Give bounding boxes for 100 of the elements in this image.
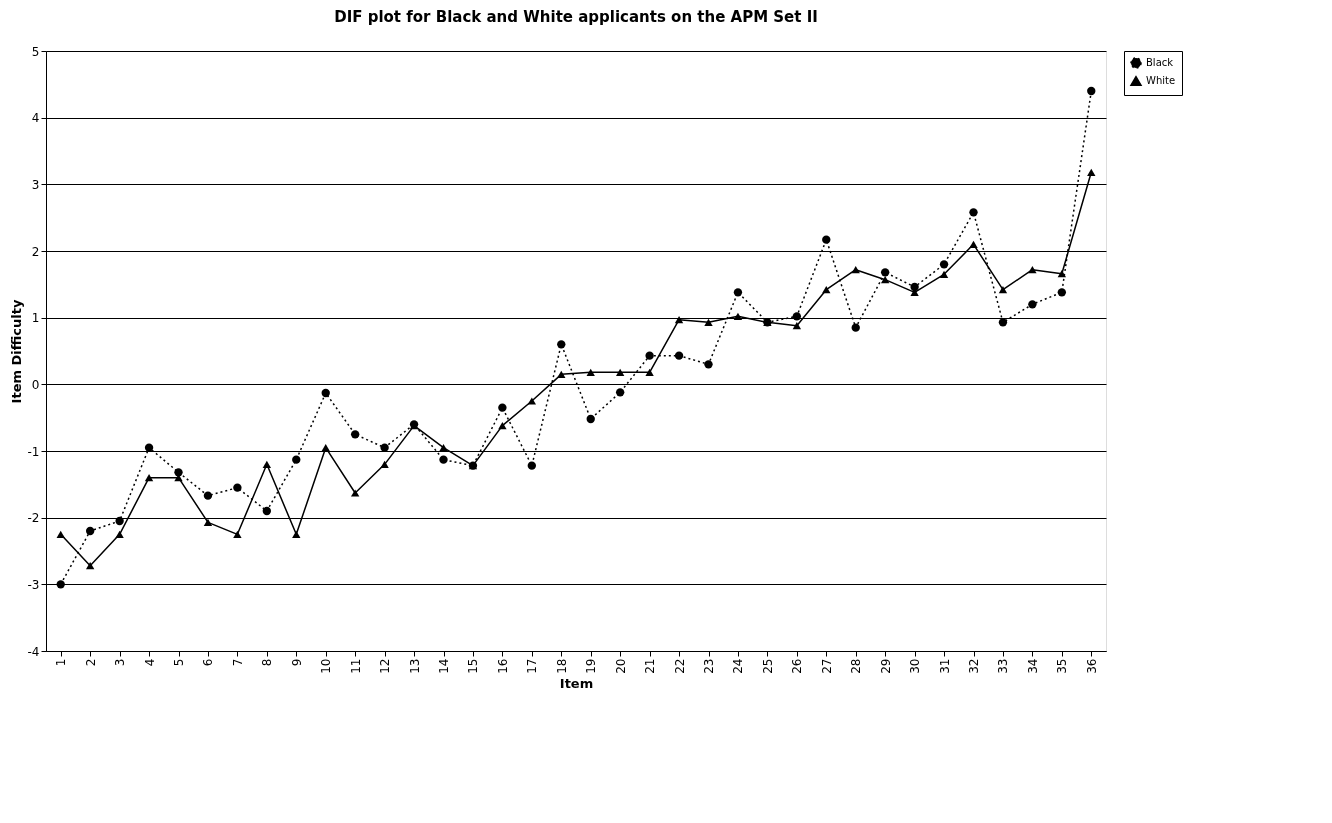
point — [85, 562, 95, 570]
point — [998, 318, 1008, 327]
x-tick-label: 14 — [437, 658, 451, 674]
y-tick-label: 0 — [31, 377, 40, 392]
x-tick-label: 25 — [760, 658, 775, 674]
x-tick-label: 2 — [83, 658, 98, 667]
x-tick-label: 11 — [348, 658, 363, 674]
point — [1057, 288, 1067, 297]
point — [527, 397, 537, 405]
x-axis-title: Item — [559, 675, 594, 691]
x-tick-label: 20 — [613, 658, 628, 674]
point — [115, 516, 124, 526]
x-tick-label: 33 — [996, 658, 1011, 674]
point — [144, 474, 154, 482]
point — [527, 461, 537, 470]
x-tick-label: 31 — [937, 658, 952, 674]
point — [380, 443, 389, 452]
x-tick-label: 8 — [260, 658, 275, 667]
x-tick-label: 19 — [584, 658, 599, 674]
point — [350, 489, 360, 497]
point — [822, 286, 831, 294]
y-tick-label: 2 — [31, 244, 40, 259]
point — [1028, 300, 1037, 309]
point — [674, 316, 684, 324]
point — [203, 518, 213, 526]
y-tick-label: 1 — [31, 311, 40, 326]
point — [998, 286, 1008, 294]
point — [1087, 86, 1096, 96]
point — [557, 340, 566, 349]
point — [557, 370, 566, 378]
x-tick-label: 22 — [672, 658, 687, 674]
point — [733, 312, 743, 320]
point — [350, 430, 360, 439]
x-tick-label: 4 — [142, 658, 157, 667]
point — [851, 266, 860, 274]
x-tick-label: 26 — [790, 658, 805, 674]
y-tick-label: 4 — [31, 111, 40, 126]
chart-title: DIF plot for Black and White applicants on the APM Set II — [334, 8, 818, 26]
point — [851, 323, 860, 332]
x-tick-label: 21 — [643, 658, 658, 674]
point — [439, 455, 448, 464]
x-tick-label: 10 — [319, 658, 334, 674]
x-tick-label: 24 — [731, 658, 746, 674]
x-tick-label: 27 — [819, 658, 834, 674]
point — [939, 270, 949, 278]
point — [262, 460, 272, 468]
point — [822, 235, 831, 244]
point — [645, 368, 654, 376]
x-tick-label: 13 — [407, 658, 422, 674]
x-tick-label: 35 — [1055, 658, 1070, 674]
point — [380, 460, 389, 468]
point — [792, 322, 802, 330]
point — [262, 506, 272, 516]
y-tick-label: 5 — [31, 44, 40, 59]
x-tick-label: 12 — [378, 658, 393, 674]
y-tick-label: -4 — [27, 644, 40, 659]
point — [704, 318, 713, 326]
point — [498, 422, 507, 430]
x-tick-label: 23 — [702, 658, 716, 674]
x-tick-label: 29 — [878, 658, 893, 674]
point — [704, 360, 713, 369]
legend-label: White — [1146, 75, 1176, 86]
point — [144, 443, 154, 452]
point — [586, 368, 595, 376]
x-tick-label: 9 — [289, 658, 304, 667]
point — [321, 444, 330, 452]
point — [792, 312, 802, 321]
point — [674, 351, 684, 360]
point — [292, 530, 301, 538]
point — [1057, 270, 1067, 278]
point — [56, 580, 65, 589]
point — [439, 444, 448, 452]
point — [615, 388, 625, 397]
point — [645, 351, 654, 360]
point — [56, 530, 65, 538]
point — [498, 403, 507, 412]
point — [115, 530, 124, 538]
x-tick-label: 17 — [525, 658, 540, 674]
point — [586, 414, 595, 424]
point — [233, 483, 242, 492]
y-axis-title: Item Difficulty — [8, 299, 24, 404]
point — [85, 526, 95, 536]
y-tick-label: -2 — [27, 511, 40, 526]
y-tick-label: -3 — [27, 577, 40, 592]
point — [321, 388, 330, 398]
x-tick-label: 32 — [967, 658, 981, 674]
point — [292, 455, 301, 464]
point — [910, 282, 919, 292]
x-tick-label: 34 — [1025, 658, 1040, 674]
point — [969, 208, 978, 217]
point — [615, 368, 625, 376]
x-tick-label: 36 — [1084, 658, 1099, 674]
x-tick-label: 3 — [113, 658, 128, 667]
point — [233, 530, 242, 538]
point — [1087, 168, 1096, 176]
x-tick-label: 15 — [466, 658, 481, 674]
point — [939, 260, 949, 269]
x-tick-label: 5 — [172, 658, 186, 667]
x-tick-label: 18 — [554, 658, 569, 674]
y-tick-label: -1 — [27, 444, 40, 459]
